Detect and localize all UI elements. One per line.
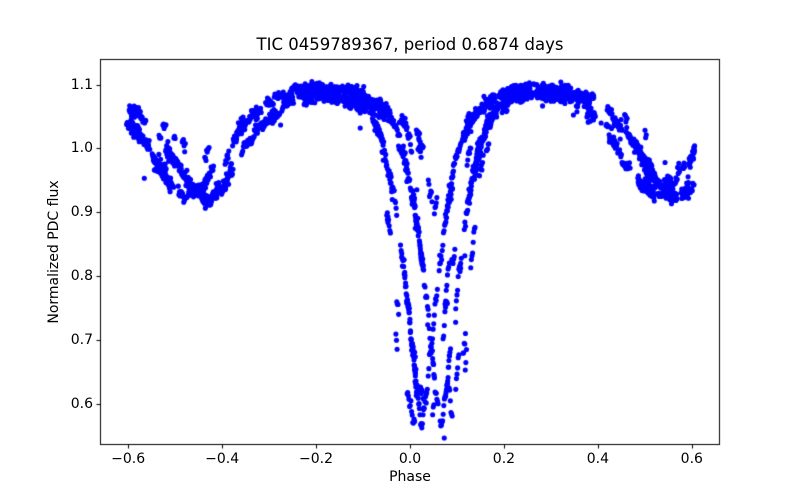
y-tick-label: 0.9 xyxy=(70,204,93,221)
x-tick-label: 0.2 xyxy=(492,451,516,467)
x-tick-label: −0.2 xyxy=(299,451,334,467)
y-tick-label: 1.1 xyxy=(70,76,93,93)
y-tick-label: 1.0 xyxy=(70,140,93,157)
y-tick-label: 0.7 xyxy=(70,331,93,348)
y-tick-label: 0.6 xyxy=(70,395,93,412)
y-tick-label: 0.8 xyxy=(70,267,93,284)
x-tick-label: −0.6 xyxy=(111,451,146,467)
x-tick-label: 0.6 xyxy=(680,451,703,467)
x-tick-label: 0.4 xyxy=(586,451,610,467)
x-tick-label: −0.4 xyxy=(205,451,240,467)
x-axis-label: Phase xyxy=(389,469,431,485)
y-axis-label: Normalized PDC flux xyxy=(46,180,62,324)
chart-title: TIC 0459789367, period 0.6874 days xyxy=(256,35,564,54)
x-tick-label: 0.0 xyxy=(398,451,422,467)
